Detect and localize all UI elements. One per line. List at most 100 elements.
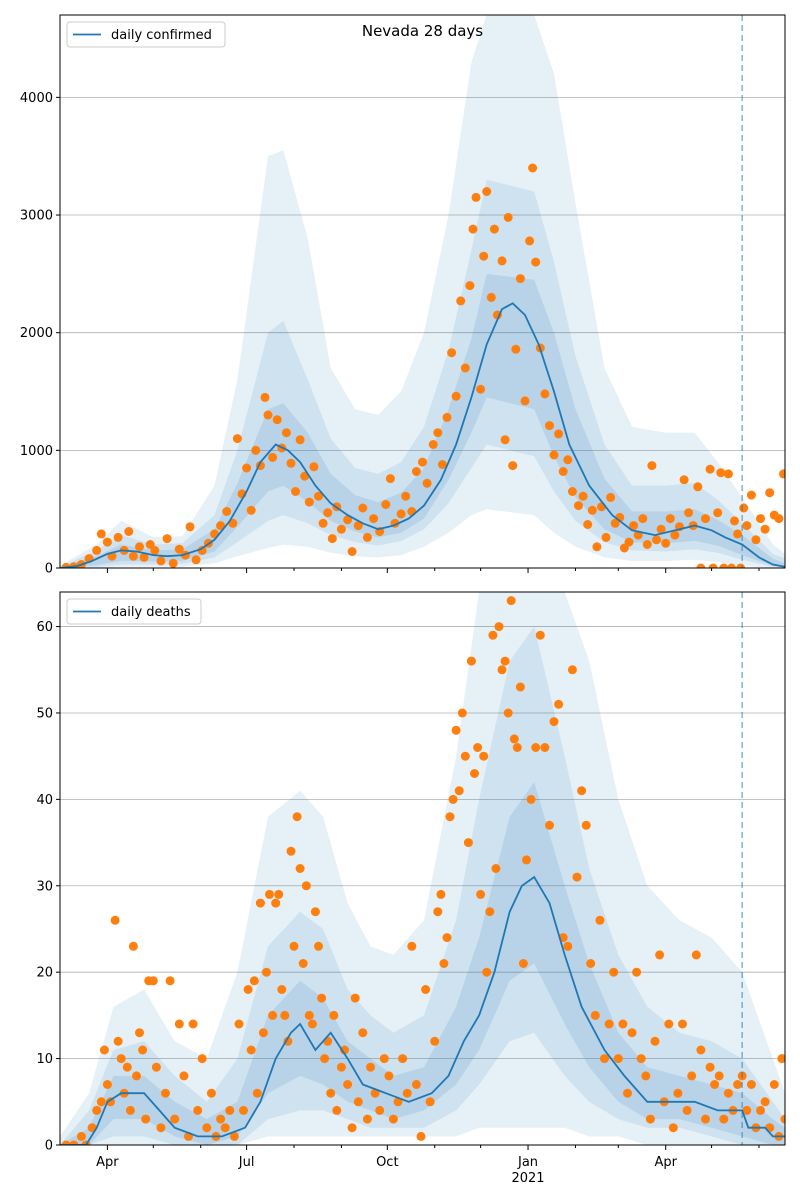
data-point	[448, 794, 458, 804]
data-point	[271, 898, 281, 908]
data-point	[627, 1028, 637, 1038]
data-point	[511, 344, 521, 354]
data-point	[518, 959, 528, 968]
data-point	[268, 452, 278, 462]
data-point	[327, 534, 337, 544]
data-point	[716, 468, 726, 478]
data-point	[678, 1019, 687, 1029]
data-point	[239, 1105, 248, 1115]
data-point	[317, 993, 327, 1003]
data-point	[708, 563, 718, 568]
data-point	[509, 734, 519, 744]
data-point	[151, 1062, 161, 1072]
data-point	[439, 959, 449, 968]
data-point	[679, 475, 689, 485]
data-point	[563, 941, 573, 951]
data-point	[291, 487, 300, 496]
data-point	[249, 976, 259, 986]
data-point	[425, 1097, 435, 1107]
data-point	[156, 1123, 166, 1133]
data-point	[281, 428, 291, 438]
data-point	[251, 445, 261, 455]
data-point	[295, 864, 305, 873]
data-point	[416, 1131, 426, 1141]
data-point	[549, 450, 559, 460]
data-point	[482, 967, 492, 977]
data-point	[479, 251, 489, 261]
legend-box	[66, 598, 202, 625]
data-point	[168, 558, 178, 568]
data-point	[381, 500, 391, 509]
data-point	[418, 457, 427, 467]
data-point	[760, 524, 770, 534]
data-point	[733, 529, 743, 539]
data-point	[765, 1123, 775, 1133]
y-tick-label: 0	[45, 1139, 53, 1154]
data-point	[135, 1028, 144, 1038]
data-point	[601, 532, 611, 542]
data-point	[652, 535, 661, 545]
data-point	[185, 522, 195, 532]
data-point	[421, 985, 431, 994]
data-point	[600, 1054, 609, 1064]
data-point	[664, 1019, 674, 1029]
data-point	[583, 520, 593, 529]
data-point	[641, 1071, 651, 1081]
data-point	[106, 1097, 115, 1107]
data-point	[494, 622, 504, 632]
data-point	[609, 967, 619, 977]
uncertainty-band	[60, 15, 785, 568]
data-point	[733, 1080, 743, 1089]
data-point	[624, 537, 634, 547]
data-point	[730, 516, 739, 526]
data-point	[309, 462, 319, 472]
data-point	[156, 556, 166, 566]
y-tick-label: 20	[36, 966, 53, 981]
data-point	[216, 521, 226, 531]
y-tick-label: 60	[36, 620, 53, 635]
axes-frame	[59, 591, 786, 1146]
deaths-panel: 0 10 20 30 40 50 60 Apr Jul Oct Jan Apr 2021 daily de…	[36, 591, 786, 1186]
data-point	[310, 907, 320, 917]
data-point	[457, 708, 467, 718]
data-point	[128, 551, 138, 561]
data-point	[110, 915, 120, 925]
data-point	[69, 1140, 79, 1145]
data-point	[632, 967, 642, 977]
data-point	[623, 1088, 632, 1098]
x-tick-label: Jul	[238, 1155, 255, 1170]
data-point	[113, 532, 123, 542]
legend-label: daily deaths	[111, 605, 191, 620]
data-point	[262, 967, 271, 977]
data-point	[595, 915, 605, 925]
y-tick-label: 3000	[20, 209, 53, 224]
data-point	[222, 507, 232, 516]
data-point	[274, 889, 284, 899]
data-point	[682, 1105, 692, 1115]
y-tick-label: 4000	[20, 91, 53, 106]
data-point	[777, 1054, 785, 1064]
data-point	[650, 1036, 660, 1046]
data-point	[670, 530, 680, 540]
data-point	[466, 656, 476, 666]
data-point	[456, 296, 466, 306]
data-point	[522, 855, 531, 865]
data-point	[445, 812, 455, 822]
data-point	[756, 514, 765, 524]
data-point	[503, 708, 513, 718]
data-point	[314, 941, 323, 951]
data-point	[572, 872, 582, 882]
y-tick-label: 2000	[20, 326, 53, 341]
data-point	[592, 542, 602, 552]
data-point	[252, 1088, 262, 1098]
data-point	[347, 1123, 357, 1133]
data-point	[673, 1088, 683, 1098]
data-point	[451, 725, 461, 735]
series-line	[60, 875, 785, 1145]
data-point	[760, 1097, 770, 1107]
data-point	[124, 527, 134, 536]
data-point	[234, 1019, 244, 1029]
data-point	[318, 518, 328, 528]
data-point	[369, 514, 379, 524]
plot-area	[60, 15, 785, 568]
